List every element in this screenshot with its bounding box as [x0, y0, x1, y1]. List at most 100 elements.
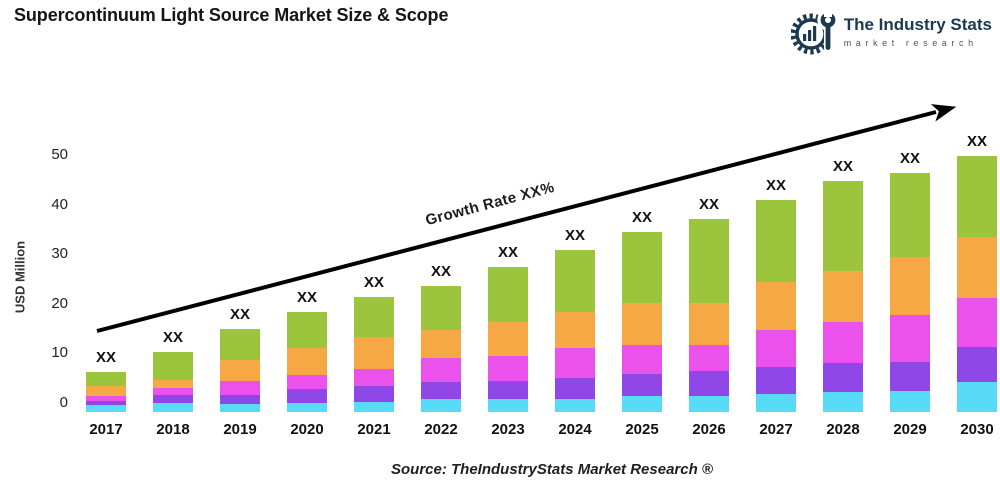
bar-value-label-2025: XX [631, 208, 652, 226]
x-tick-label-2024: 2024 [558, 421, 592, 438]
bar-2027-segment-purple [756, 366, 796, 395]
x-tick-label-2020: 2020 [290, 421, 324, 438]
bar-2019-segment-purple [220, 395, 260, 405]
bar-2018-segment-purple [153, 395, 193, 404]
bar-2022 [421, 286, 461, 412]
bar-value-label-2019: XX [229, 306, 250, 324]
bar-2024 [555, 249, 595, 412]
bar-2020-segment-orange [287, 347, 327, 375]
bar-2022-segment-magenta [421, 357, 461, 383]
bar-value-label-2023: XX [497, 244, 518, 262]
bar-2025 [622, 231, 662, 412]
bar-2028-segment-magenta [823, 322, 863, 364]
bar-2017-segment-purple [86, 400, 126, 405]
logo-text: The Industry Stats market research [844, 15, 992, 49]
x-tick-label-2029: 2029 [893, 421, 927, 438]
bar-2026-segment-green [689, 219, 729, 303]
bar-2030-segment-green [957, 156, 997, 238]
x-tick-label-2017: 2017 [89, 421, 123, 438]
bar-2018 [153, 352, 193, 412]
bar-2019-segment-green [220, 329, 260, 361]
bar-2022-segment-purple [421, 382, 461, 400]
bar-2023-segment-magenta [488, 355, 528, 381]
y-tick-label-30: 30 [51, 245, 68, 263]
bar-2026-segment-purple [689, 370, 729, 397]
bar-2026-segment-cyan [689, 396, 729, 412]
bar-2023-segment-purple [488, 380, 528, 400]
bar-2026 [689, 219, 729, 412]
bar-2023-segment-green [488, 267, 528, 322]
bar-value-label-2030: XX [966, 133, 987, 151]
bar-value-label-2022: XX [430, 263, 451, 281]
bar-2021 [354, 296, 394, 412]
bar-2029-segment-purple [890, 361, 930, 392]
bar-2025-segment-orange [622, 302, 662, 345]
bar-value-label-2028: XX [832, 157, 853, 175]
bar-2020-segment-magenta [287, 374, 327, 390]
bar-2022-segment-cyan [421, 399, 461, 412]
bar-2024-segment-green [555, 249, 595, 312]
x-tick-label-2018: 2018 [156, 421, 190, 438]
x-tick-label-2028: 2028 [826, 421, 860, 438]
bar-2019-segment-orange [220, 360, 260, 382]
bar-2029-segment-magenta [890, 314, 930, 362]
bar-value-label-2017: XX [95, 348, 116, 366]
bar-2030 [957, 156, 997, 412]
y-tick-label-0: 0 [59, 394, 68, 411]
x-tick-label-2026: 2026 [692, 421, 726, 438]
bar-2029-segment-green [890, 172, 930, 257]
bar-2029-segment-cyan [890, 391, 930, 412]
y-tick-label-50: 50 [51, 146, 68, 163]
bar-2023 [488, 267, 528, 412]
bar-2018-segment-magenta [153, 387, 193, 396]
bar-2023-segment-orange [488, 321, 528, 356]
bar-value-label-2020: XX [296, 288, 317, 306]
bar-2025-segment-magenta [622, 344, 662, 374]
bar-2021-segment-magenta [354, 368, 394, 387]
logo-brand: The Industry Stats [843, 15, 992, 34]
bar-2026-segment-magenta [689, 345, 729, 371]
bar-2017-segment-magenta [86, 395, 126, 401]
bar-2028 [823, 180, 863, 412]
bar-2018-segment-green [153, 352, 193, 380]
bar-2026-segment-orange [689, 302, 729, 346]
bar-value-label-2018: XX [162, 328, 183, 346]
y-tick-label-40: 40 [51, 195, 68, 213]
bar-2021-segment-purple [354, 386, 394, 403]
bar-2030-segment-cyan [957, 382, 997, 412]
bar-value-label-2024: XX [564, 226, 585, 244]
bar-value-label-2026: XX [698, 196, 719, 214]
bar-value-label-2029: XX [899, 149, 920, 167]
logo-tagline: market research [843, 38, 978, 48]
bar-2029-segment-orange [890, 256, 930, 315]
bar-2027-segment-cyan [756, 394, 796, 412]
bar-2023-segment-cyan [488, 399, 528, 412]
bar-2017-segment-cyan [86, 404, 126, 412]
bar-2025-segment-cyan [622, 396, 662, 412]
bar-2028-segment-cyan [823, 392, 863, 412]
bar-2024-segment-magenta [555, 348, 595, 378]
bar-2025-segment-purple [622, 373, 662, 397]
bar-2024-segment-orange [555, 311, 595, 349]
bar-2027-segment-green [756, 199, 796, 283]
bar-2020-segment-green [287, 311, 327, 348]
bar-2022-segment-green [421, 286, 461, 330]
growth-rate-annotation: Growth Rate XX% [423, 178, 557, 230]
bar-2018-segment-cyan [153, 403, 193, 412]
industry-stats-logo: The Industry Stats market research [790, 8, 992, 56]
bar-2018-segment-orange [153, 379, 193, 388]
bar-2030-segment-purple [957, 346, 997, 383]
bar-2028-segment-purple [823, 363, 863, 393]
bar-2021-segment-green [354, 296, 394, 338]
bar-2019-segment-magenta [220, 381, 260, 396]
x-tick-label-2025: 2025 [625, 421, 659, 438]
bar-2027-segment-orange [756, 282, 796, 331]
bar-2025-segment-green [622, 231, 662, 303]
bar-2027-segment-magenta [756, 330, 796, 367]
source-note: Source: TheIndustryStats Market Research… [391, 461, 713, 478]
bar-2022-segment-orange [421, 329, 461, 358]
x-tick-label-2023: 2023 [491, 421, 525, 438]
x-tick-label-2022: 2022 [424, 421, 458, 438]
